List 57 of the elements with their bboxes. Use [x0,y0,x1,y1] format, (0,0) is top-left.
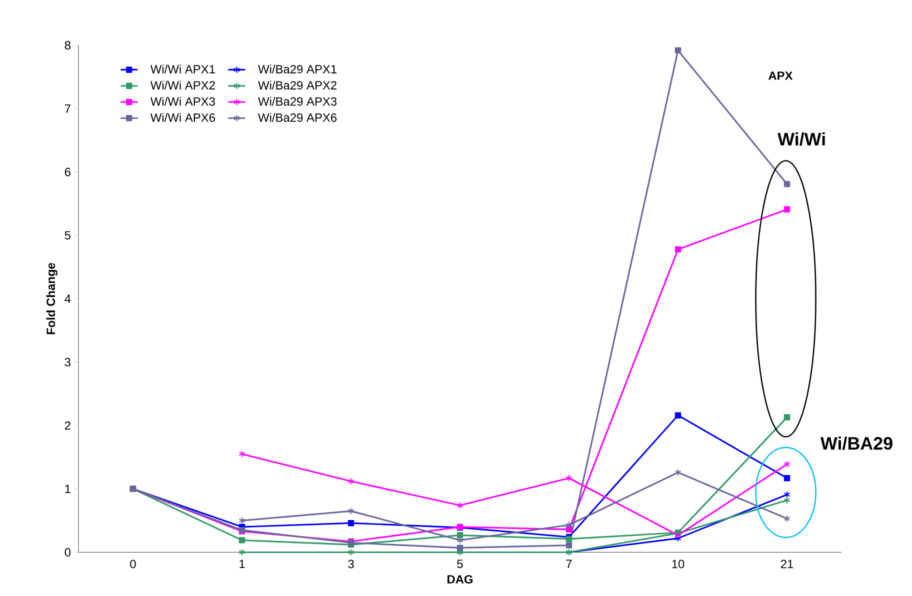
point [784,496,790,504]
point [238,537,246,544]
point [456,532,464,538]
point [566,521,572,529]
y-tick-label: 1 [65,484,70,493]
legend-label: Wi/Wi APX2 [150,80,215,90]
point [784,490,790,498]
y-tick-label: 8 [64,41,70,50]
point [456,544,464,551]
point [674,47,682,54]
point [674,468,682,476]
point [566,474,572,482]
point [238,548,246,556]
point [784,460,790,468]
point [784,180,790,188]
x-tick-label: 7 [566,560,572,568]
annotation: Wi/Wi [778,132,825,146]
point [238,516,246,524]
y-tick-label: 6 [64,168,70,176]
y-tick-label: 4 [64,294,71,303]
annotation: APX [768,72,793,80]
y-tick-label: 0 [64,548,71,556]
legend-label: Wi/Ba29 APX6 [258,113,337,122]
point [566,526,572,533]
x-tick-label: 10 [672,560,684,568]
x-tick-label: 3 [348,560,354,568]
point [566,542,572,548]
legend-label: Wi/Ba29 APX3 [258,96,337,106]
y-tick-label: 2 [64,421,70,430]
point [456,536,464,544]
point [674,412,682,418]
x-tick-label: 1 [240,560,245,568]
legend-label: Wi/Wi APX3 [150,96,215,106]
legend-label: Wi/Wi APX1 [150,64,215,74]
point [238,450,246,458]
y-tick-label: 3 [64,358,70,366]
point [674,246,682,252]
x-tick-label: 21 [780,560,794,568]
legend-label: Wi/Wi APX6 [150,113,215,122]
point [348,478,354,485]
x-tick-label: 5 [457,560,463,568]
x-axis-title: DAG [448,575,473,584]
annotation: Wi/BA29 [820,436,892,450]
x-tick-label: 0 [130,560,136,568]
y-tick-label: 5 [64,231,70,240]
y-tick-label: 7 [64,104,70,113]
y-axis-title: Fold Change [46,262,58,334]
legend-label: Wi/Ba29 APX2 [258,80,336,90]
legend-label: Wi/Ba29 APX1 [258,64,336,74]
point [784,514,790,522]
point [348,520,354,526]
point [456,502,464,510]
point [784,206,790,212]
point [784,475,790,482]
point [348,507,354,515]
point [784,414,790,420]
point [348,548,354,556]
